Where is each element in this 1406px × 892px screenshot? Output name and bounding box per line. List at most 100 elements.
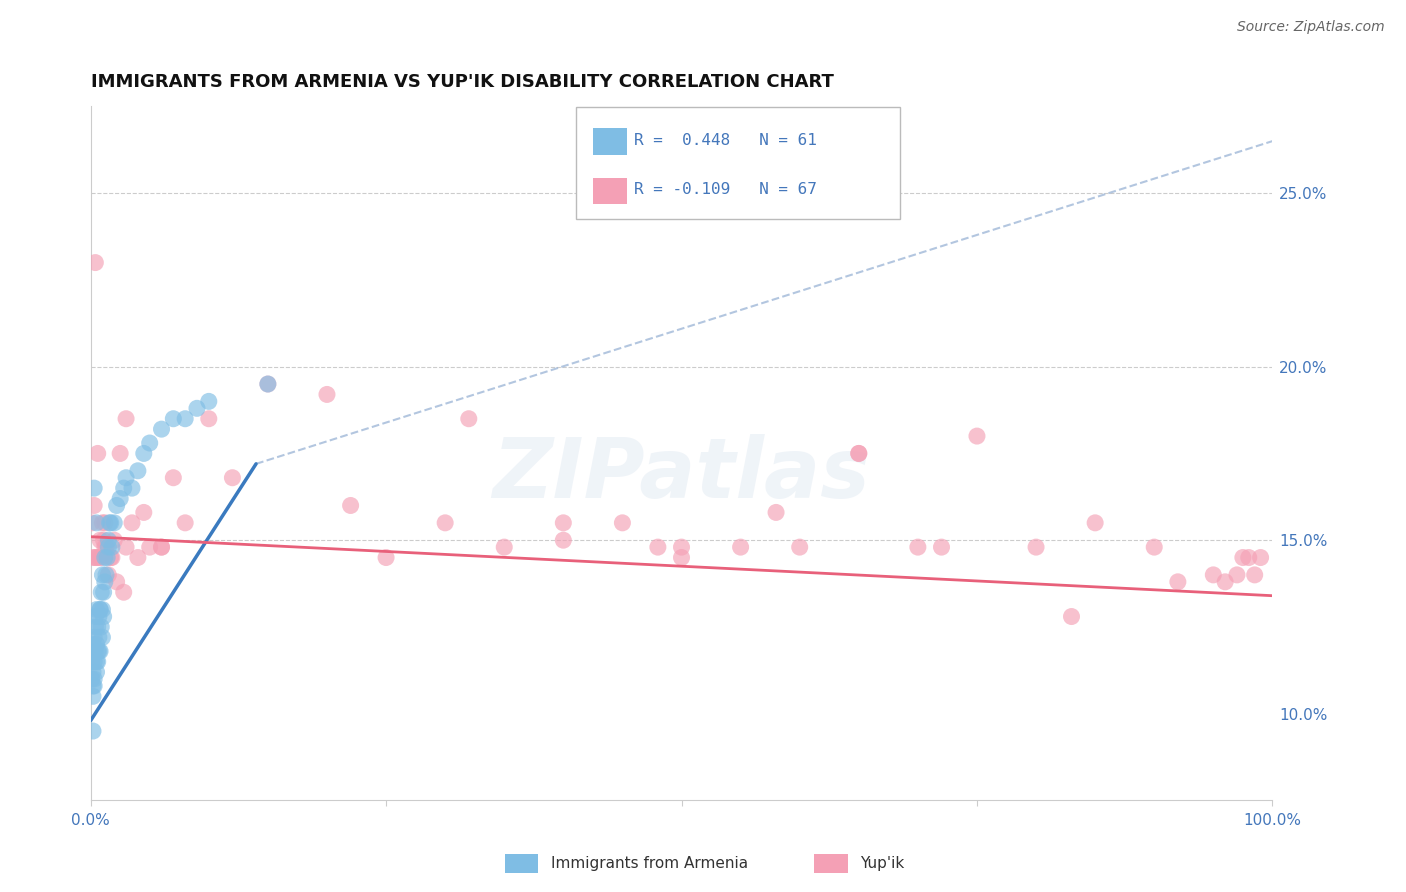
Point xyxy=(103,516,125,530)
Point xyxy=(100,516,122,530)
Point xyxy=(83,481,105,495)
Point xyxy=(94,540,117,554)
Point xyxy=(115,471,138,485)
Point xyxy=(84,644,107,658)
Point xyxy=(82,550,104,565)
Point xyxy=(105,574,128,589)
Point xyxy=(91,602,114,616)
Point xyxy=(82,637,104,651)
Point xyxy=(93,585,115,599)
Point xyxy=(101,550,124,565)
Point xyxy=(94,540,117,554)
Point xyxy=(83,644,105,658)
Point xyxy=(86,516,108,530)
Point xyxy=(132,446,155,460)
Point xyxy=(86,550,108,565)
Point xyxy=(150,422,173,436)
Point xyxy=(316,387,339,401)
Point xyxy=(115,411,138,425)
Point xyxy=(174,411,197,425)
Point xyxy=(86,637,108,651)
Point xyxy=(80,516,103,530)
Text: R =  0.448   N = 61: R = 0.448 N = 61 xyxy=(634,134,817,148)
Point xyxy=(162,411,184,425)
Point xyxy=(84,609,107,624)
Point xyxy=(100,550,122,565)
Point xyxy=(94,516,117,530)
Point xyxy=(98,516,121,530)
Point xyxy=(96,550,118,565)
Point xyxy=(127,464,149,478)
Point xyxy=(80,672,103,686)
Point xyxy=(84,550,107,565)
Point xyxy=(198,394,221,409)
Point xyxy=(1237,550,1260,565)
Point xyxy=(966,429,988,443)
Point xyxy=(83,672,105,686)
Point xyxy=(931,540,953,554)
Point xyxy=(174,516,197,530)
Point xyxy=(789,540,811,554)
Point xyxy=(221,471,243,485)
Point xyxy=(86,665,108,679)
Point xyxy=(375,550,398,565)
Point xyxy=(1084,516,1107,530)
Point xyxy=(1143,540,1166,554)
Point xyxy=(91,631,114,645)
Point xyxy=(127,550,149,565)
Point xyxy=(86,446,108,460)
Point xyxy=(112,585,135,599)
Point xyxy=(108,491,131,506)
Point xyxy=(121,516,143,530)
Point xyxy=(89,533,111,548)
Point xyxy=(82,679,104,693)
Point xyxy=(1213,574,1236,589)
Point xyxy=(86,644,108,658)
Text: ZIPatlas: ZIPatlas xyxy=(492,434,870,515)
Point xyxy=(1250,550,1272,565)
Point xyxy=(1202,567,1225,582)
Point xyxy=(257,377,280,392)
Point xyxy=(93,533,115,548)
Point xyxy=(80,655,103,669)
Point xyxy=(105,499,128,513)
Point xyxy=(87,644,110,658)
Point xyxy=(89,602,111,616)
Text: Immigrants from Armenia: Immigrants from Armenia xyxy=(551,856,748,871)
Point xyxy=(83,679,105,693)
Point xyxy=(907,540,929,554)
Point xyxy=(553,533,575,548)
Point xyxy=(83,655,105,669)
Point xyxy=(434,516,457,530)
Point xyxy=(87,550,110,565)
Point xyxy=(1025,540,1047,554)
Point xyxy=(186,401,208,416)
Point xyxy=(112,481,135,495)
Point xyxy=(84,255,107,269)
Point xyxy=(90,550,112,565)
Point xyxy=(94,567,117,582)
Point xyxy=(115,540,138,554)
Point xyxy=(90,585,112,599)
Point xyxy=(612,516,634,530)
Point xyxy=(457,411,479,425)
Point xyxy=(671,550,693,565)
Point xyxy=(90,620,112,634)
Point xyxy=(91,516,114,530)
Point xyxy=(87,609,110,624)
Point xyxy=(101,540,124,554)
Point xyxy=(108,446,131,460)
Point xyxy=(647,540,669,554)
Point xyxy=(93,609,115,624)
Point xyxy=(97,540,120,554)
Point xyxy=(138,540,160,554)
Point xyxy=(87,631,110,645)
Point xyxy=(82,665,104,679)
Point xyxy=(86,655,108,669)
Point xyxy=(765,505,787,519)
Point xyxy=(150,540,173,554)
Point xyxy=(132,505,155,519)
Point xyxy=(83,631,105,645)
Point xyxy=(83,499,105,513)
Point xyxy=(1243,567,1265,582)
